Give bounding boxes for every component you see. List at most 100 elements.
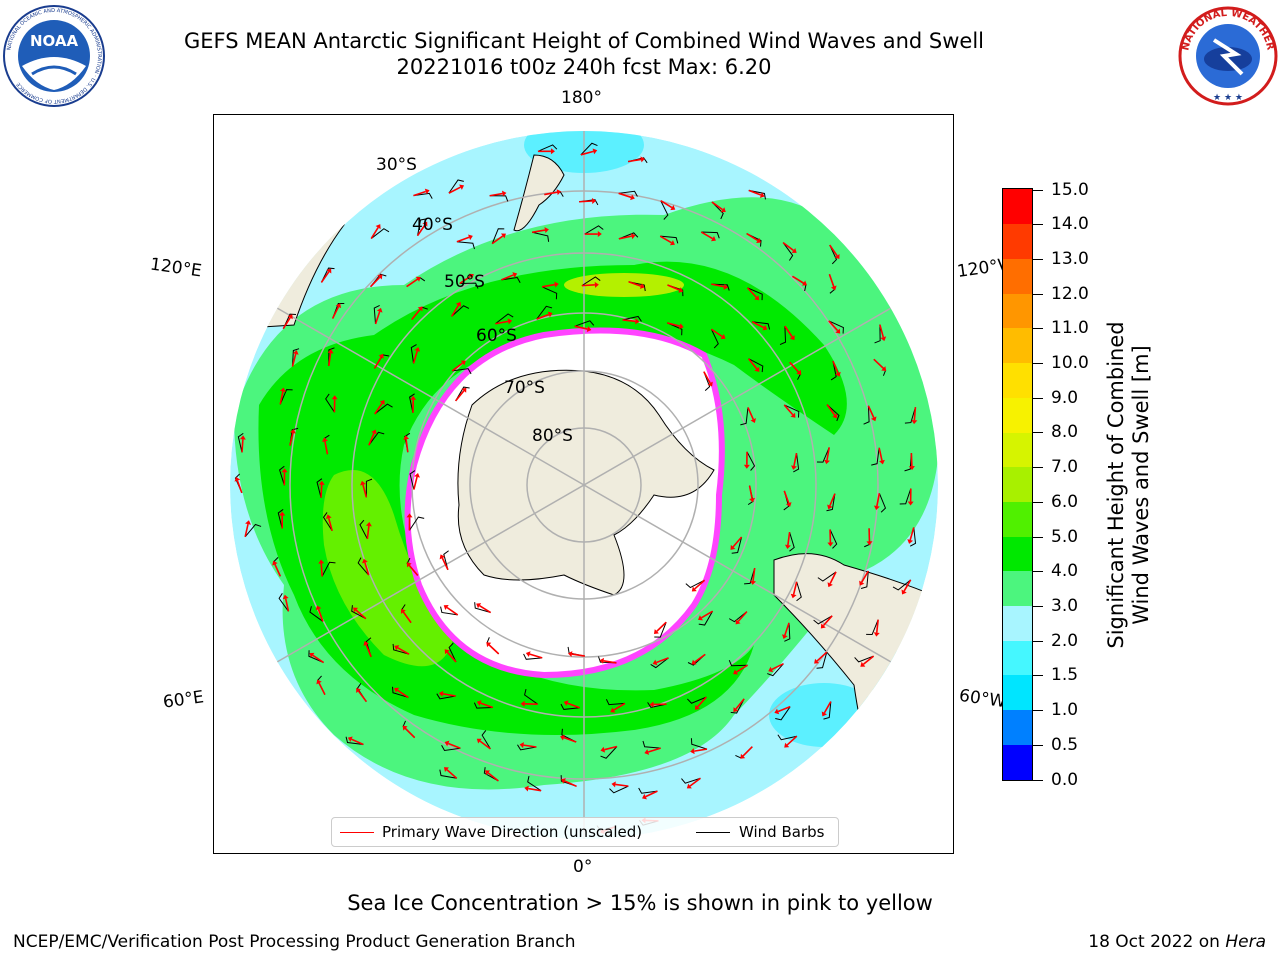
wave-direction-arrow (479, 740, 491, 750)
wave-direction-arrow (416, 224, 426, 237)
wave-direction-arrow (397, 689, 409, 699)
wave-direction-arrowhead (901, 589, 907, 595)
sea-ice-edge (404, 327, 725, 679)
lat-label: 80°S (532, 426, 573, 446)
wave-direction-arrow (241, 439, 244, 453)
wave-direction-arrow (274, 564, 282, 577)
wave-direction-arrow (604, 745, 618, 751)
wind-barb (871, 447, 880, 466)
colorbar-tick (1033, 224, 1043, 226)
wave-direction-arrow (528, 787, 542, 792)
wave-direction-arrowhead (669, 240, 675, 246)
wave-direction-arrow (357, 690, 368, 703)
wave-direction-arrow (876, 493, 881, 507)
wave-direction-arrow (875, 619, 879, 633)
wave-direction-arrow (581, 284, 595, 287)
wave-direction-arrowhead (873, 632, 880, 637)
wave-direction-arrowhead (768, 666, 774, 673)
wave-direction-arrow (645, 790, 658, 798)
wave-direction-arrow (541, 283, 555, 288)
wave-direction-arrowhead (597, 231, 602, 238)
wave-direction-arrowhead (484, 770, 490, 776)
wave-direction-arrow (748, 189, 762, 196)
wind-barb (392, 686, 409, 698)
wind-barb (701, 231, 720, 239)
wind-barb (728, 659, 748, 667)
wind-barb (481, 730, 491, 750)
wind-barb (455, 386, 470, 402)
wind-barb (829, 529, 838, 549)
wave-direction-arrow (355, 609, 367, 620)
wave-direction-arrowhead (678, 287, 684, 293)
wind-barb (373, 304, 380, 324)
wave-direction-arrowhead (544, 227, 549, 234)
wave-direction-arrowhead (743, 464, 750, 469)
wave-direction-arrow (487, 772, 499, 782)
wave-direction-arrow (284, 598, 290, 612)
wave-direction-arrowhead (802, 280, 808, 286)
wind-barb (413, 192, 433, 199)
wave-direction-arrow (878, 447, 883, 461)
wind-barb (899, 488, 912, 505)
wave-direction-arrowhead (287, 314, 293, 320)
wave-direction-arrowhead (686, 783, 692, 789)
colorbar-tick (1033, 571, 1043, 573)
wave-direction-arrowhead (365, 522, 372, 527)
wave-direction-arrow (450, 304, 460, 317)
wave-direction-arrowhead (670, 204, 676, 211)
wave-direction-arrow (291, 353, 297, 367)
wave-direction-arrow (289, 432, 294, 446)
wave-direction-arrow (748, 485, 753, 499)
wave-direction-arrowhead (400, 608, 406, 614)
colorbar-tick (1033, 293, 1043, 295)
wind-barb (439, 769, 457, 779)
wave-direction-arrowhead (444, 649, 450, 655)
wave-direction-arrow (879, 324, 885, 338)
wave-direction-arrow (826, 447, 831, 461)
wind-barb (532, 231, 550, 242)
wave-direction-arrowhead (455, 301, 462, 307)
wind-barb (409, 470, 416, 490)
wind-barb (456, 241, 475, 250)
colorbar-tick-label: 5.0 (1051, 526, 1079, 547)
footer-host: Hera (1225, 932, 1266, 952)
wind-barb (830, 360, 837, 381)
wave-direction-arrow (327, 518, 333, 531)
wave-direction-arrow (446, 651, 457, 663)
wave-direction-arrowhead (586, 326, 592, 332)
wave-direction-arrowhead (316, 679, 322, 685)
wave-direction-arrow (603, 660, 617, 664)
wave-direction-arrow (694, 579, 706, 590)
wave-direction-arrow (828, 320, 839, 332)
wave-direction-arrow (459, 275, 471, 285)
wave-direction-arrowhead (321, 437, 328, 442)
colorbar-tick-label: 10.0 (1051, 353, 1089, 374)
wind-barb (685, 579, 705, 589)
new-zealand-land (513, 154, 565, 232)
wind-barb (409, 516, 425, 531)
lat-label: 60°S (476, 326, 517, 346)
wave-direction-arrow (366, 525, 370, 540)
wave-direction-arrow (656, 621, 667, 632)
wind-barb (501, 277, 521, 284)
wave-direction-arrowhead (394, 645, 400, 651)
wave-direction-arrow (491, 235, 504, 245)
colorbar-tick-label: 8.0 (1051, 422, 1079, 443)
wave-direction-arrowhead (414, 347, 421, 352)
colorbar-tick (1033, 189, 1043, 191)
wave-direction-arrowhead (790, 593, 797, 599)
wind-barb (748, 189, 766, 200)
wave-direction-arrow (374, 311, 381, 325)
wave-direction-arrowhead (410, 395, 417, 400)
lon-label-lower-right: 60°W (957, 685, 1008, 713)
noaa-logo: NOAA NATIONAL OCEANIC AND ATMOSPHERIC AD… (3, 5, 105, 107)
wave-direction-arrowhead (468, 234, 473, 241)
wind-barb (495, 313, 514, 325)
wave-direction-arrowhead (789, 335, 795, 341)
wave-direction-arrowhead (679, 323, 684, 330)
wave-direction-arrow (574, 325, 588, 330)
wave-direction-arrow (689, 777, 701, 787)
wind-barb (618, 190, 638, 197)
wave-direction-arrowhead (873, 505, 880, 511)
wind-barb (483, 767, 499, 782)
